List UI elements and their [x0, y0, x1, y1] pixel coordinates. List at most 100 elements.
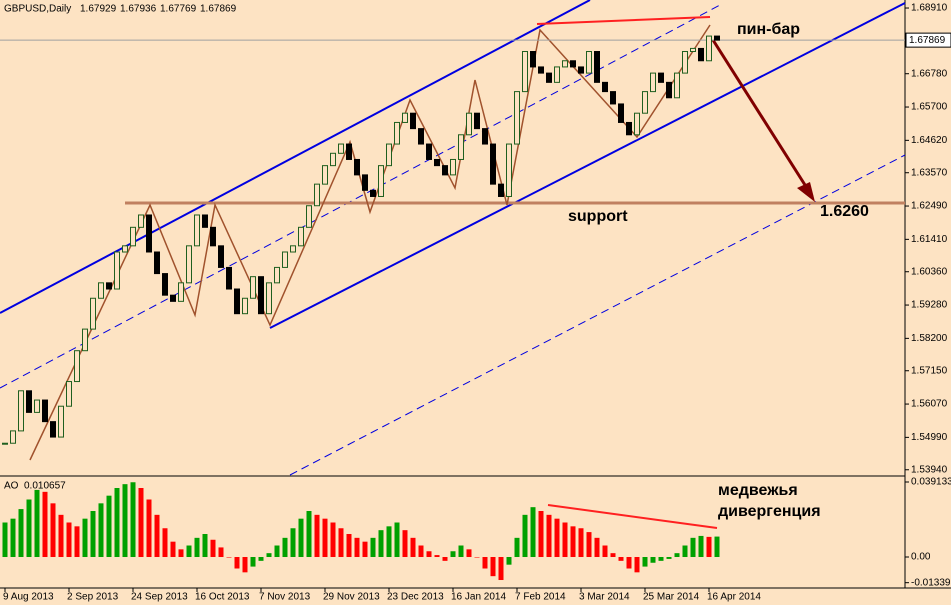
ao-bar	[330, 522, 336, 558]
ao-bar	[578, 528, 584, 558]
candle-body	[178, 282, 184, 302]
annotation: 1.6260	[820, 203, 869, 220]
candle-body	[66, 381, 72, 407]
y2-tick-label: 0.00	[911, 552, 931, 563]
price-divergence-line	[536, 16, 711, 25]
ao-divergence-line	[547, 504, 718, 529]
ao-bar	[514, 537, 520, 558]
ao-bar	[498, 557, 504, 581]
ao-bar	[50, 503, 56, 558]
ao-bar	[58, 514, 64, 558]
y-tick-label: 1.68910	[911, 3, 948, 14]
ao-bar	[562, 522, 568, 558]
ao-bar	[506, 557, 512, 565]
candle-body	[514, 91, 520, 145]
candle-body	[498, 183, 504, 197]
x-tick-label: 9 Aug 2013	[3, 592, 54, 603]
candle-body	[578, 66, 584, 74]
candle-body	[130, 226, 136, 247]
candle-body	[698, 47, 704, 62]
candle-body	[474, 112, 480, 130]
ao-bar	[434, 555, 440, 558]
ao-bar	[626, 557, 632, 569]
ao-bar	[690, 537, 696, 558]
y-tick-label: 1.61410	[911, 234, 948, 245]
candle-body	[642, 91, 648, 114]
candle-body	[162, 273, 168, 296]
candle-body	[570, 60, 576, 68]
candle-body	[226, 266, 232, 290]
candle-body	[330, 152, 336, 167]
candle-body	[450, 158, 456, 176]
x-tick-label: 16 Jan 2014	[451, 592, 506, 603]
ao-bar	[522, 514, 528, 558]
y-tick-label: 1.58200	[911, 333, 948, 344]
candle-body	[194, 214, 200, 247]
candle-body	[586, 51, 592, 74]
candle-body	[354, 158, 360, 176]
ao-bar	[666, 557, 672, 559]
x-tick-label: 24 Sep 2013	[131, 592, 188, 603]
candle-body	[346, 143, 352, 160]
current-price-box	[905, 32, 951, 48]
ao-bar	[386, 526, 392, 558]
ao-bar	[370, 537, 376, 558]
ao-bar	[250, 557, 256, 567]
candle-body	[242, 297, 248, 315]
ao-bar	[458, 545, 464, 558]
ao-bar	[218, 547, 224, 558]
candle-body	[426, 143, 432, 160]
candle-body	[218, 245, 224, 268]
ao-bar	[226, 557, 232, 558]
candle-body	[250, 276, 256, 299]
candle-body	[26, 390, 32, 413]
ao-bar	[266, 553, 272, 558]
ao-bar	[10, 518, 16, 558]
channel-ext	[289, 154, 906, 476]
candle-body	[490, 143, 496, 185]
candle-body	[458, 134, 464, 160]
candle-body	[714, 35, 720, 41]
ao-bar	[298, 518, 304, 558]
candle-body	[258, 276, 264, 315]
x-tick-label: 7 Nov 2013	[259, 592, 311, 603]
candle-body	[50, 421, 56, 438]
y-tick-label: 1.66780	[911, 68, 948, 79]
ao-bar	[442, 557, 448, 561]
x-tick-label: 7 Feb 2014	[515, 592, 566, 603]
ao-bar	[322, 518, 328, 558]
ao-bar	[138, 488, 144, 558]
candle-body	[122, 245, 128, 253]
ao-bar	[90, 511, 96, 558]
y-tick-label: 1.60360	[911, 266, 948, 277]
candle-body	[106, 282, 112, 290]
ao-bar	[210, 539, 216, 558]
ao-bar	[402, 530, 408, 558]
ao-bar	[258, 557, 264, 561]
candle-body	[210, 226, 216, 247]
candle-body	[538, 66, 544, 74]
candle-body	[394, 121, 400, 145]
y-tick-label: 1.59280	[911, 300, 948, 311]
y-tick-label: 1.53940	[911, 464, 948, 475]
x-tick-label: 2 Sep 2013	[67, 592, 119, 603]
candle-body	[314, 183, 320, 207]
candle-body	[42, 399, 48, 423]
ao-bar	[642, 557, 648, 567]
ohlc-value: 1.67929	[80, 4, 117, 15]
indicator-value: 0.010657	[24, 481, 66, 492]
ao-bar	[202, 534, 208, 558]
ao-bar	[178, 549, 184, 558]
candle-body	[338, 143, 344, 154]
candle-body	[298, 226, 304, 247]
candle-body	[554, 66, 560, 83]
ao-bar	[18, 509, 24, 558]
candle-body	[10, 430, 16, 444]
ao-bar	[74, 526, 80, 558]
candle-body	[378, 165, 384, 197]
ao-bar	[394, 522, 400, 558]
candle-body	[522, 51, 528, 93]
candle-body	[186, 245, 192, 284]
